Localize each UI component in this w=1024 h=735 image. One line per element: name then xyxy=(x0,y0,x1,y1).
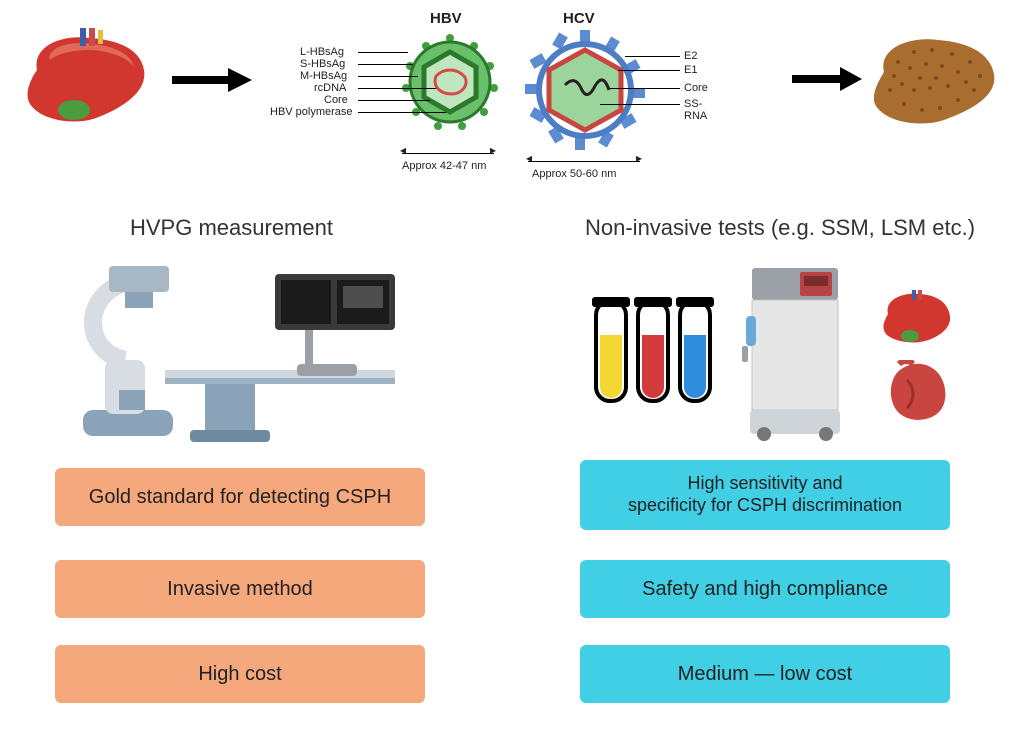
c-arm-machine-icon xyxy=(75,260,425,440)
fibroscan-icon xyxy=(740,268,850,443)
liver-small-icon xyxy=(880,290,954,345)
top-row: HBV HCV xyxy=(0,10,1024,200)
pill-text: High sensitivity and specificity for CSP… xyxy=(628,473,902,516)
hcv-label: E2 xyxy=(684,50,697,62)
hbv-title: HBV xyxy=(430,10,462,27)
noninvasive-subtitle: Non-invasive tests (e.g. SSM, LSM etc.) xyxy=(585,215,975,241)
pill-text: Gold standard for detecting CSPH xyxy=(89,485,391,509)
hvpg-pill: Invasive method xyxy=(55,560,425,618)
hvpg-equipment xyxy=(75,260,425,440)
hbv-label: L-HBsAg xyxy=(300,46,344,58)
virus-panel: HBV HCV xyxy=(300,10,720,210)
hbv-label: M-HBsAg xyxy=(300,70,347,82)
infographic-root: HBV HCV xyxy=(0,0,1024,735)
hcv-label: SS-RNA xyxy=(684,98,720,122)
test-tubes-icon xyxy=(590,295,720,415)
hbv-label: HBV polymerase xyxy=(270,106,353,118)
hcv-size: Approx 50-60 nm xyxy=(532,168,616,180)
hcv-label: E1 xyxy=(684,64,697,76)
arrow-icon xyxy=(170,65,255,95)
cirrhotic-liver-icon xyxy=(870,32,1000,127)
arrow-icon xyxy=(790,65,865,93)
pill-text: Invasive method xyxy=(167,577,313,601)
hvpg-pill: High cost xyxy=(55,645,425,703)
pill-text: High cost xyxy=(198,662,281,686)
hbv-size: Approx 42-47 nm xyxy=(402,160,486,172)
hbv-virus-icon xyxy=(400,32,500,132)
hvpg-pill: Gold standard for detecting CSPH xyxy=(55,468,425,526)
hbv-label: rcDNA xyxy=(314,82,346,94)
noninvasive-pill: High sensitivity and specificity for CSP… xyxy=(580,460,950,530)
pill-text: Medium — low cost xyxy=(678,662,853,686)
noninvasive-pill: Safety and high compliance xyxy=(580,560,950,618)
spleen-icon xyxy=(885,360,951,424)
hcv-virus-icon xyxy=(525,30,645,150)
hvpg-subtitle: HVPG measurement xyxy=(130,215,333,241)
healthy-liver-icon xyxy=(22,28,152,128)
hcv-size-bar: ◂▸ xyxy=(528,158,640,166)
hcv-label: Core xyxy=(684,82,708,94)
hbv-label: S-HBsAg xyxy=(300,58,345,70)
hbv-label: Core xyxy=(324,94,348,106)
pill-text: Safety and high compliance xyxy=(642,577,888,601)
noninvasive-pill: Medium — low cost xyxy=(580,645,950,703)
hbv-size-bar: ◂▸ xyxy=(402,150,494,158)
noninvasive-equipment xyxy=(590,260,960,440)
hcv-title: HCV xyxy=(563,10,595,27)
